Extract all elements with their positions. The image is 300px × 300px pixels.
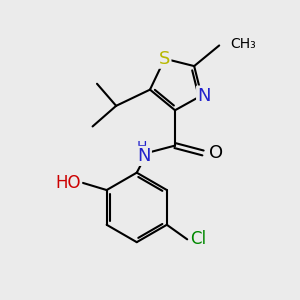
Text: Cl: Cl xyxy=(190,230,206,248)
Text: O: O xyxy=(209,144,223,162)
Text: CH₃: CH₃ xyxy=(230,37,256,51)
Text: N: N xyxy=(197,86,211,104)
Text: HO: HO xyxy=(56,174,81,192)
Text: S: S xyxy=(159,50,170,68)
Text: N: N xyxy=(137,147,151,165)
Text: H: H xyxy=(136,140,147,154)
